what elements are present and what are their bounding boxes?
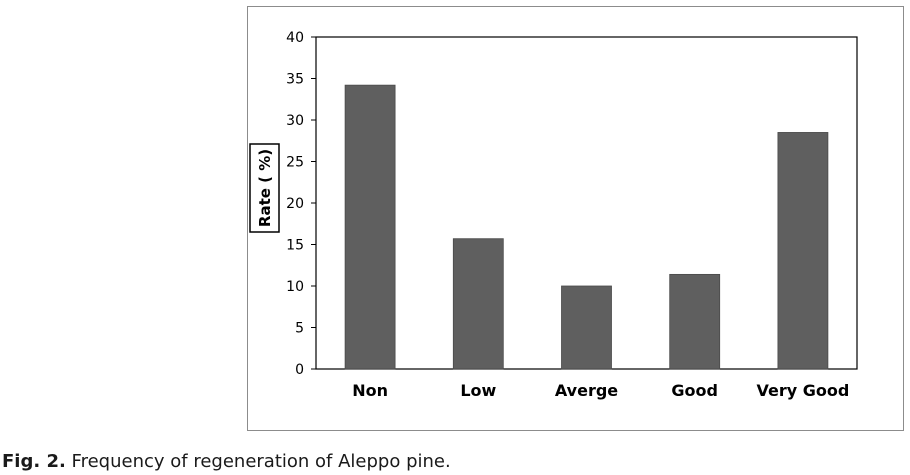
x-tick-label: Low — [460, 381, 496, 400]
x-tick-label: Good — [671, 381, 718, 400]
bar — [561, 285, 612, 370]
y-axis-title-group: Rate ( %) — [249, 143, 280, 233]
y-tick-label: 35 — [286, 72, 304, 88]
caption-label: Fig. 2. — [2, 451, 66, 472]
y-tick-label: 5 — [295, 321, 304, 337]
x-tick-label: Non — [352, 381, 388, 400]
y-tick-label: 20 — [286, 196, 304, 212]
y-tick-label: 30 — [286, 113, 304, 129]
y-tick-label: 25 — [286, 155, 304, 171]
x-tick-label: Averge — [555, 381, 618, 400]
bar — [452, 238, 504, 370]
bar — [669, 273, 721, 370]
plot-area: 0 5 10 15 20 25 30 35 40 Non Low Averge Good Very Goo… — [286, 30, 858, 400]
figure-caption: Fig. 2. Frequency of regeneration of Ale… — [2, 451, 451, 472]
x-tick-label: Very Good — [756, 381, 849, 400]
y-tick-label: 15 — [286, 238, 304, 254]
y-tick-label: 40 — [286, 30, 304, 46]
y-axis-title: Rate ( %) — [256, 149, 274, 227]
bar — [344, 84, 396, 370]
bar — [777, 132, 829, 370]
y-tick-label: 0 — [295, 362, 304, 378]
y-tick-label: 10 — [286, 279, 304, 295]
caption-text: Frequency of regeneration of Aleppo pine… — [65, 451, 451, 472]
y-axis-title-box — [249, 143, 280, 233]
